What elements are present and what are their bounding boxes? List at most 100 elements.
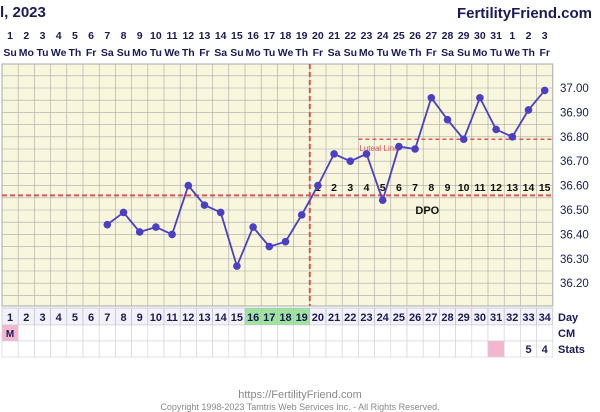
weekday-label: Mo: [132, 47, 147, 59]
cm-cell: [455, 324, 473, 342]
footer-url[interactable]: https://FertilityFriend.com: [238, 389, 362, 401]
stats-cell: [374, 340, 392, 358]
stats-cell: [358, 340, 375, 358]
weekday-label: Su: [117, 47, 130, 59]
weekday-label: Fr: [539, 47, 550, 59]
cm-cell: [98, 324, 116, 342]
dpo-number: 14: [523, 182, 535, 194]
temperature-point: [508, 133, 517, 141]
stats-cell: [228, 340, 246, 358]
stats-cell: [503, 340, 521, 358]
weekday-label: Su: [3, 47, 16, 59]
stats-cell: [98, 340, 116, 358]
cycle-day-number: 14: [215, 312, 228, 324]
cm-cell: [503, 324, 521, 342]
weekday-label: Sa: [101, 47, 114, 59]
stats-cell: [196, 340, 213, 358]
cm-marker: M: [6, 329, 14, 340]
temperature-point: [314, 181, 322, 190]
stats-cell: [341, 340, 359, 358]
cm-cell: [374, 324, 392, 342]
cm-cell: [244, 324, 262, 342]
cm-cell: [487, 324, 505, 342]
dpo-number: 12: [490, 182, 502, 194]
cycle-day-number: 31: [490, 312, 502, 324]
date-label: 19: [296, 30, 308, 42]
cycle-day-number: 22: [344, 312, 356, 324]
dpo-number: 2: [331, 182, 337, 194]
temperature-point: [152, 223, 160, 231]
weekday-label: Sa: [441, 47, 454, 59]
cm-row-label: CM: [558, 328, 575, 340]
cm-cell: [228, 324, 246, 342]
date-label: 2: [23, 30, 29, 42]
luteal-line-label: Luteal Line: [359, 144, 399, 153]
weekday-label: Th: [68, 47, 81, 59]
date-label: 21: [328, 30, 340, 42]
date-label: 13: [199, 30, 211, 42]
stats-cell: [390, 340, 408, 358]
cycle-day-number: 17: [263, 312, 275, 324]
cycle-day-number: 20: [312, 312, 324, 324]
weekday-label: Tu: [36, 47, 48, 59]
y-tick-label: 37.00: [560, 83, 589, 95]
dpo-number: 13: [506, 182, 518, 194]
temperature-point: [524, 106, 533, 114]
cm-cell: [212, 324, 230, 342]
temperature-point: [362, 150, 371, 158]
stats-cell: [455, 340, 473, 358]
dpo-number: 10: [458, 182, 470, 194]
stats-cell: [439, 340, 456, 358]
weekday-label: We: [51, 47, 67, 59]
cm-cell: [325, 324, 343, 342]
date-label: 8: [121, 30, 127, 42]
stats-cell: [131, 340, 149, 358]
dpo-number: 3: [347, 182, 353, 194]
cm-cell: [390, 324, 408, 342]
stats-cell: [293, 340, 311, 358]
stats-cell: [163, 340, 181, 358]
cm-cell: [66, 324, 84, 342]
cm-cell: [358, 324, 375, 342]
stats-cell: [34, 340, 51, 358]
weekday-label: Th: [182, 47, 195, 59]
date-label: 14: [215, 30, 227, 42]
weekday-label: Fr: [86, 47, 97, 59]
y-tick-label: 36.50: [560, 205, 589, 217]
date-label: 15: [231, 30, 243, 42]
cm-cell: [471, 324, 489, 342]
y-tick-label: 36.30: [560, 254, 589, 266]
weekday-label: Mo: [472, 47, 487, 59]
temperature-point: [459, 135, 468, 144]
date-label: 3: [40, 30, 46, 42]
cycle-day-number: 10: [150, 312, 162, 324]
dpo-number: 7: [412, 182, 418, 194]
stats-cell: [82, 340, 100, 358]
cycle-day-number: 21: [328, 312, 340, 324]
cycle-day-number: 33: [522, 312, 534, 324]
cm-cell: [131, 324, 149, 342]
date-label: 25: [393, 30, 405, 42]
temperature-point: [443, 115, 452, 124]
weekday-label: Mo: [359, 47, 374, 59]
temperature-point: [135, 228, 144, 236]
date-label: 3: [542, 30, 548, 42]
temperature-point: [492, 125, 500, 134]
date-label: 1: [7, 30, 13, 42]
cm-cell: [293, 324, 311, 342]
stats-cell: [487, 340, 505, 358]
cycle-day-number: 18: [279, 312, 291, 324]
cycle-day-number: 11: [166, 312, 178, 324]
weekday-label: We: [505, 47, 521, 59]
dpo-number: 4: [364, 182, 370, 194]
temperature-point: [330, 150, 338, 158]
cycle-day-number: 26: [409, 312, 421, 324]
temperature-point: [395, 142, 403, 151]
temperature-point: [168, 230, 176, 239]
date-label: 27: [425, 30, 437, 42]
weekday-label: We: [164, 47, 180, 59]
cm-cell: [406, 324, 424, 342]
temperature-point: [378, 196, 387, 205]
weekday-label: Tu: [263, 47, 275, 59]
weekday-label: Fr: [426, 47, 437, 59]
